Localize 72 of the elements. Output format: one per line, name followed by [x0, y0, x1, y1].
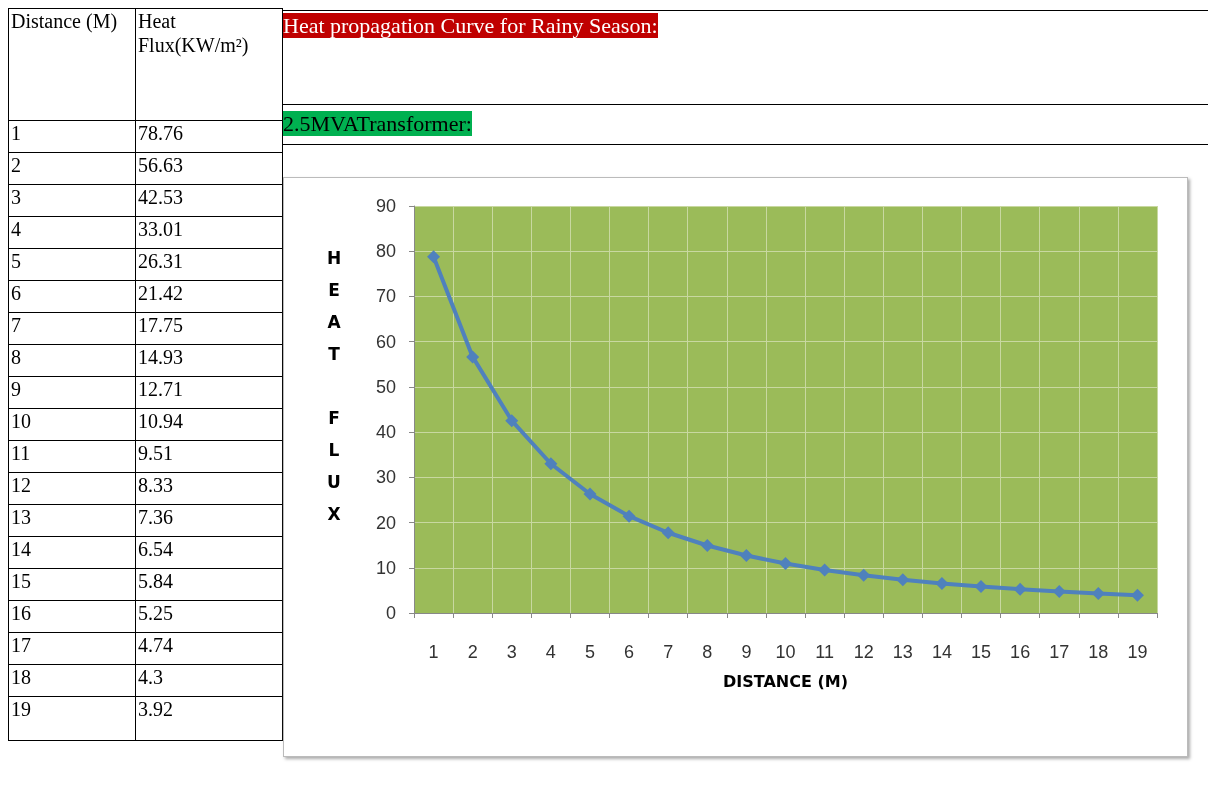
x-tick-label: 19 — [1127, 642, 1148, 662]
x-tick-label: 8 — [702, 642, 713, 662]
category-label: 8 — [11, 346, 21, 368]
text: 42.53 — [138, 186, 183, 208]
y-tick-label: 70 — [375, 286, 396, 307]
y-tick-label: 0 — [385, 603, 396, 623]
text: 56.63 — [138, 154, 183, 176]
x-tick-label: 4 — [545, 642, 556, 662]
text: 3.92 — [138, 698, 173, 720]
text: 6.54 — [138, 538, 173, 560]
y-tick-label: 50 — [375, 376, 396, 397]
category-label: 19 — [11, 698, 31, 720]
text: 4.3 — [138, 666, 163, 688]
category-label: 9 — [11, 378, 21, 400]
x-tick-label: 9 — [741, 642, 752, 662]
text: Distance (M) — [8, 8, 136, 121]
x-tick-label: 2 — [467, 642, 478, 662]
text: 12.71 — [138, 378, 183, 400]
text: 8.33 — [138, 474, 173, 496]
x-tick-label: 6 — [624, 642, 635, 662]
category-label: 14 — [11, 538, 31, 560]
category-label: 10 — [11, 410, 31, 432]
x-tick-label: 10 — [775, 642, 796, 662]
text: 26.31 — [138, 250, 183, 272]
x-tick-label: 3 — [506, 642, 517, 662]
y-tick-label: 30 — [375, 467, 396, 488]
category-label: 7 — [11, 314, 21, 336]
chart-title: Heat propagation Curve for Rainy Season: — [283, 13, 658, 38]
category-label: 13 — [11, 506, 31, 528]
x-tick-label: 16 — [1010, 642, 1031, 662]
x-tick-label: 12 — [853, 642, 874, 662]
text: 78.76 — [138, 122, 183, 144]
category-label: 1 — [11, 122, 21, 144]
category-label: 4 — [11, 218, 21, 240]
x-tick-label: 7 — [663, 642, 674, 662]
chart-subtitle: 2.5MVATransformer: — [283, 111, 472, 136]
y-tick-label: 60 — [375, 331, 396, 352]
text: 10.94 — [138, 410, 183, 432]
category-label: 18 — [11, 666, 31, 688]
category-label: 15 — [11, 570, 31, 592]
x-tick-label: 5 — [584, 642, 595, 662]
text: 5.25 — [138, 602, 173, 624]
text: 21.42 — [138, 282, 183, 304]
x-tick-label: 13 — [892, 642, 913, 662]
x-tick-label: 11 — [815, 642, 834, 662]
category-label: 12 — [11, 474, 31, 496]
x-tick-label: 18 — [1088, 642, 1109, 662]
y-tick-label: 20 — [375, 512, 396, 533]
category-label: 5 — [11, 250, 21, 272]
y-tick-label: 90 — [375, 196, 396, 216]
text: 33.01 — [138, 218, 183, 240]
category-label: 2 — [11, 154, 21, 176]
text: 14.93 — [138, 346, 183, 368]
y-tick-label: 80 — [375, 241, 396, 262]
x-tick-label: 1 — [428, 642, 439, 662]
category-label: 6 — [11, 282, 21, 304]
x-tick-label: 14 — [931, 642, 952, 662]
x-tick-label: 17 — [1049, 642, 1070, 662]
y-axis-title: HEAT FLUX — [324, 248, 344, 536]
text: 5.84 — [138, 570, 173, 592]
category-label: 3 — [11, 186, 21, 208]
text: 17.75 — [138, 314, 183, 336]
y-tick-label: 40 — [375, 422, 396, 443]
text: 9.51 — [138, 442, 173, 464]
x-tick-label: 15 — [971, 642, 992, 662]
text: 4.74 — [138, 634, 173, 656]
text: 7.36 — [138, 506, 173, 528]
y-tick-label: 10 — [375, 557, 396, 578]
text: Heat Flux(KW/m²) — [135, 8, 283, 121]
x-axis-title: DISTANCE (M) — [723, 671, 848, 691]
category-label: 11 — [11, 442, 31, 464]
category-label: 16 — [11, 602, 31, 624]
